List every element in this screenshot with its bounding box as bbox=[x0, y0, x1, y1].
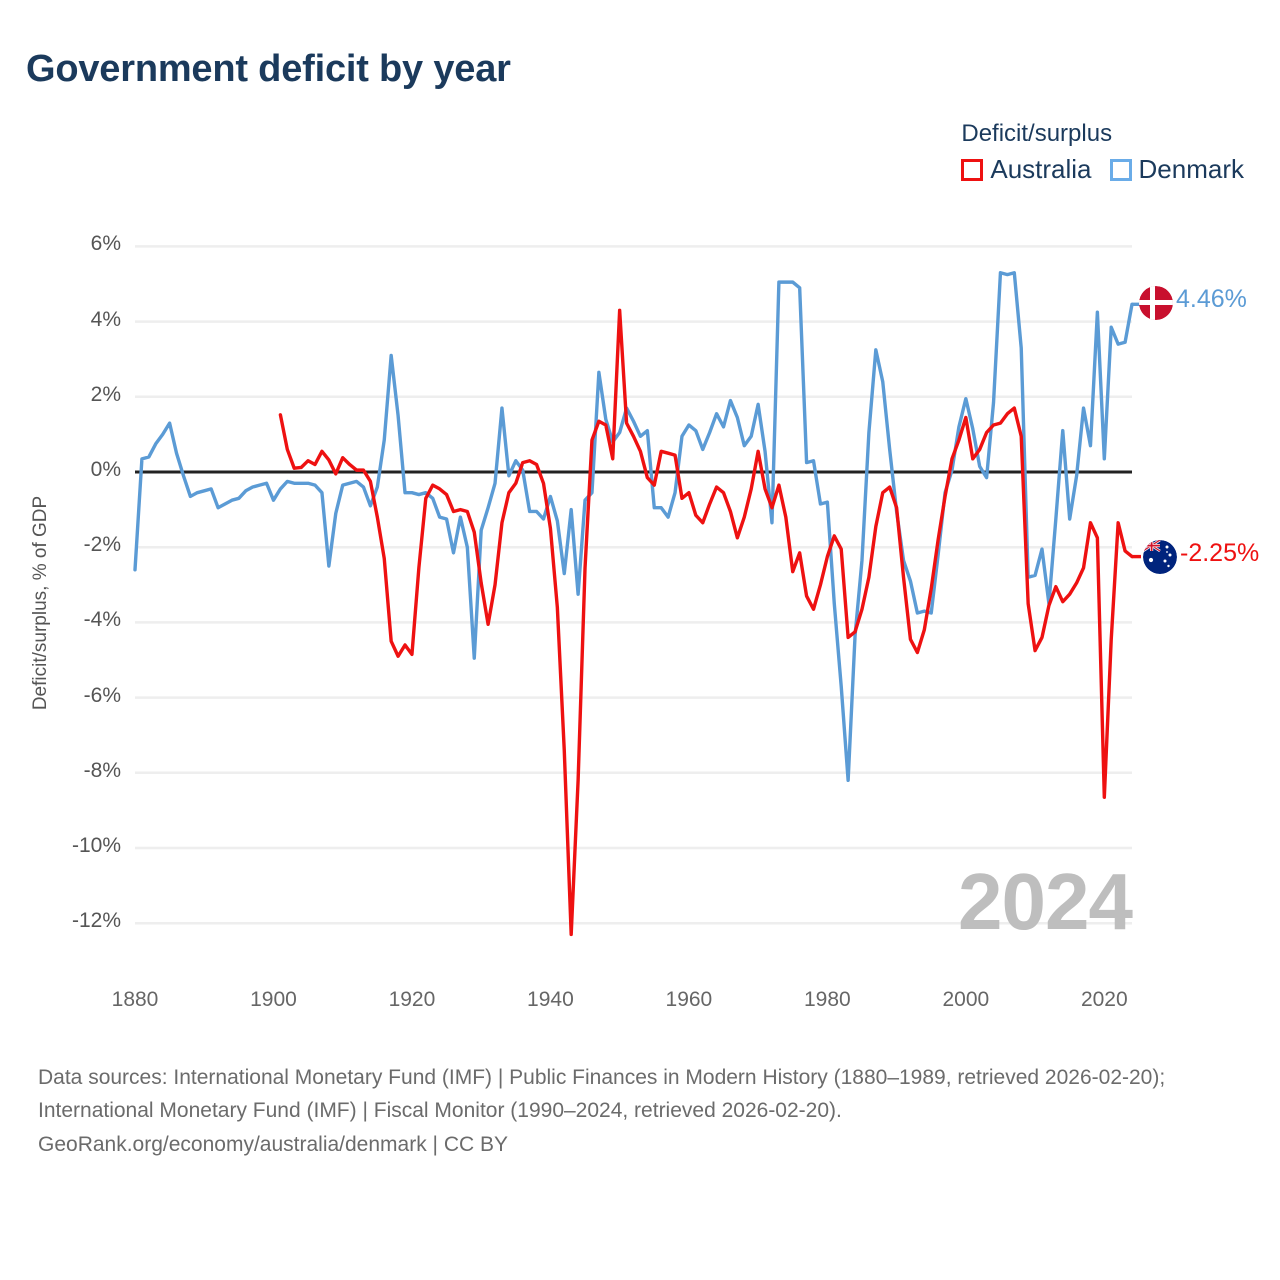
legend-title: Deficit/surplus bbox=[961, 120, 1113, 147]
legend-items: Australia Denmark bbox=[961, 154, 1244, 185]
y-axis-tick-label: -10% bbox=[71, 834, 121, 857]
denmark-end-value: 4.46% bbox=[1176, 285, 1247, 313]
legend-label-australia: Australia bbox=[990, 154, 1092, 184]
denmark-flag-icon bbox=[1139, 286, 1173, 320]
y-axis-title: Deficit/surplus, % of GDP bbox=[30, 495, 51, 711]
legend-item-australia[interactable]: Australia bbox=[961, 154, 1092, 185]
x-axis-tick-label: 1920 bbox=[388, 988, 436, 1011]
y-axis-tick-label: 0% bbox=[90, 458, 121, 481]
x-axis-tick-label: 1980 bbox=[804, 988, 851, 1011]
y-axis-tick-label: -4% bbox=[83, 608, 121, 632]
y-axis-tick-label: -8% bbox=[83, 758, 121, 782]
x-axis-tick-label: 2020 bbox=[1080, 988, 1128, 1011]
legend-item-denmark[interactable]: Denmark bbox=[1109, 154, 1244, 185]
footer-link[interactable]: GeoRank.org/economy/australia/denmark | … bbox=[38, 1133, 508, 1157]
x-axis-tick-label: 1940 bbox=[527, 988, 574, 1011]
y-axis-tick-label: 2% bbox=[90, 382, 121, 406]
page-title: Government deficit by year bbox=[26, 48, 511, 90]
y-axis-tick-label: 4% bbox=[90, 307, 121, 331]
series-line-australia bbox=[278, 308, 1134, 937]
x-axis-tick-label: 1900 bbox=[250, 988, 297, 1011]
y-axis-tick-label: -12% bbox=[71, 909, 121, 933]
series-line-denmark bbox=[133, 271, 1134, 783]
legend: Deficit/surplus Australia Denmark bbox=[961, 120, 1244, 185]
australia-flag-icon bbox=[1143, 540, 1177, 574]
footer: Data sources: International Monetary Fun… bbox=[38, 1062, 1253, 1162]
gridlines bbox=[135, 245, 1132, 925]
x-axis-tick-label: 1960 bbox=[665, 988, 713, 1011]
y-axis-tick-label: -6% bbox=[83, 683, 121, 707]
footer-sources: Data sources: International Monetary Fun… bbox=[38, 1066, 1166, 1122]
x-axis-tick-label: 2000 bbox=[942, 988, 990, 1011]
year-watermark: 2024 bbox=[958, 857, 1133, 946]
x-axis-tick-label: 1880 bbox=[111, 988, 159, 1011]
y-axis-tick-label: -2% bbox=[83, 533, 121, 557]
y-axis-tick-label: 6% bbox=[90, 232, 121, 256]
australia-end-value: -2.25% bbox=[1180, 539, 1260, 567]
legend-swatch-australia bbox=[961, 158, 984, 181]
legend-swatch-denmark bbox=[1109, 158, 1132, 181]
legend-label-denmark: Denmark bbox=[1138, 154, 1244, 184]
